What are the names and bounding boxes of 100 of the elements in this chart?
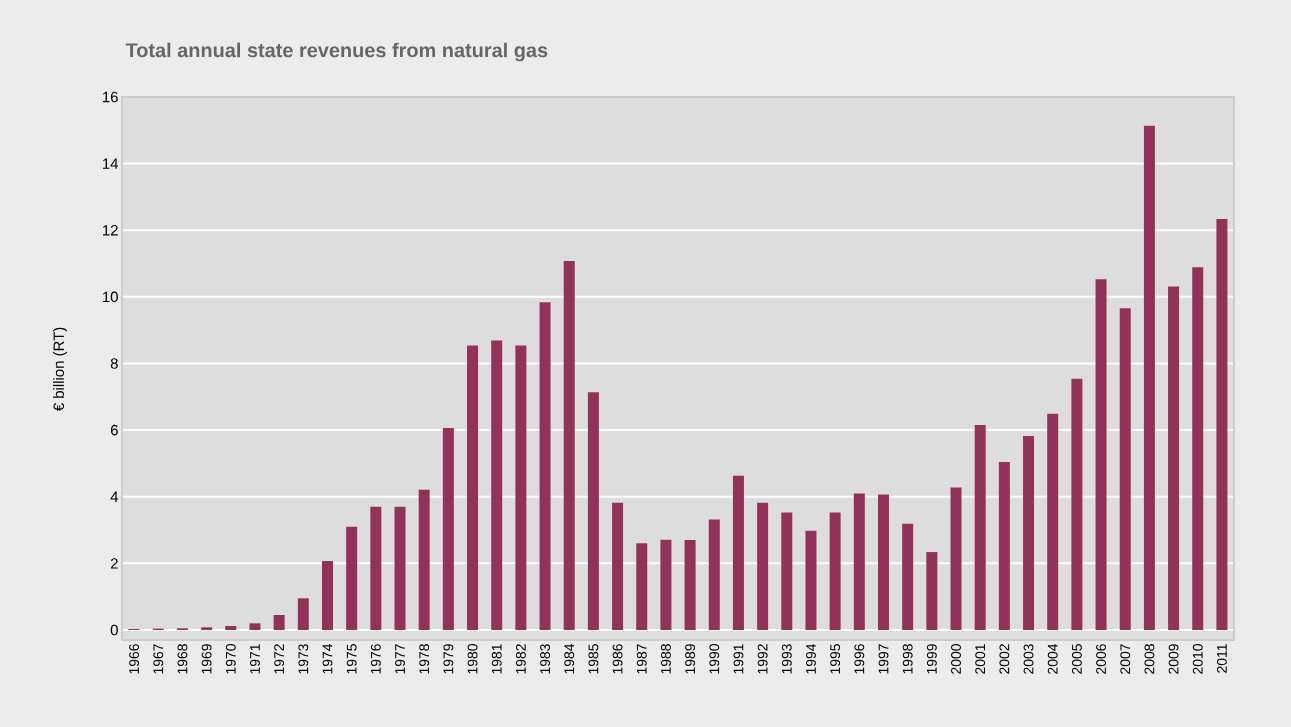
bar <box>660 539 672 630</box>
x-tick-label: 1979 <box>443 644 454 674</box>
x-tick-label: 1988 <box>660 644 671 674</box>
bar <box>563 260 575 630</box>
bar <box>1023 436 1035 630</box>
bar <box>708 519 720 630</box>
x-tick-label: 1984 <box>564 643 575 674</box>
bar <box>539 302 551 630</box>
x-tick-label: 1976 <box>370 644 381 674</box>
bar <box>1095 279 1107 630</box>
x-tick-label: 1978 <box>419 644 430 674</box>
bar <box>442 428 454 630</box>
bar <box>757 502 769 630</box>
x-tick-label: 2011 <box>1216 644 1227 673</box>
x-tick-label: 2000 <box>951 644 961 674</box>
x-tick-label: 1968 <box>177 644 188 674</box>
bar <box>273 615 285 630</box>
bar <box>1216 218 1228 630</box>
bar <box>225 625 237 630</box>
y-tick-label: 16 <box>103 91 118 103</box>
x-tick-label: 1967 <box>153 644 164 674</box>
x-tick-label: 1996 <box>854 644 865 674</box>
bar <box>321 561 333 630</box>
bar <box>394 506 406 630</box>
bar <box>587 392 599 630</box>
x-tick-label: 1992 <box>757 644 768 674</box>
x-tick-label: 1971 <box>250 644 260 674</box>
bar <box>1168 286 1180 630</box>
x-tick-label: 1966 <box>129 644 140 674</box>
bar <box>902 523 914 630</box>
x-tick-label: 1970 <box>225 644 236 674</box>
x-tick-label: 1980 <box>467 644 478 674</box>
y-tick-label: 8 <box>110 358 118 369</box>
x-tick-label: 2002 <box>999 644 1010 674</box>
y-tick-label: 4 <box>110 491 119 502</box>
x-tick-label: 1986 <box>612 644 623 674</box>
y-tick-label: 12 <box>103 225 118 236</box>
x-tick-label: 1989 <box>685 644 696 674</box>
bar <box>467 345 479 630</box>
x-tick-label: 2001 <box>975 644 986 674</box>
bar <box>877 494 889 630</box>
bar <box>1071 378 1083 630</box>
chart-title: Total annual state revenues from natural gas <box>125 42 548 62</box>
x-tick-label: 2003 <box>1023 644 1034 674</box>
x-tick-label: 2008 <box>1144 644 1155 674</box>
x-tick-label: 2010 <box>1192 644 1203 674</box>
x-tick-label: 1981 <box>491 644 502 674</box>
x-tick-label: 2007 <box>1120 644 1131 674</box>
bar <box>684 540 696 630</box>
x-tick-label: 1998 <box>902 644 913 674</box>
x-tick-label: 2006 <box>1096 644 1106 674</box>
bar <box>491 340 503 630</box>
bar <box>346 526 358 630</box>
bar <box>201 627 213 630</box>
x-tick-label: 1977 <box>395 644 405 674</box>
y-axis-title: € billion (RT) <box>53 327 67 412</box>
y-tick-label: 14 <box>103 158 119 169</box>
bar <box>1192 267 1204 630</box>
x-tick-label: 1973 <box>298 644 309 674</box>
x-tick-label: 1983 <box>540 644 550 674</box>
x-tick-label: 1985 <box>588 644 599 674</box>
bar <box>1047 413 1059 630</box>
bar <box>418 489 430 630</box>
x-tick-label: 1999 <box>926 644 937 674</box>
x-tick-label: 1993 <box>781 644 792 674</box>
y-tick-label: 10 <box>103 291 118 303</box>
y-tick-label: 2 <box>110 558 118 569</box>
bar <box>636 543 648 630</box>
bar <box>950 487 962 630</box>
y-tick-label: 6 <box>110 424 118 436</box>
bar <box>1143 125 1155 630</box>
bar <box>781 512 793 630</box>
x-tick-label: 2009 <box>1168 644 1179 674</box>
bar <box>829 512 841 630</box>
bar <box>249 623 261 630</box>
x-tick-label: 1995 <box>830 644 841 674</box>
x-tick-label: 1974 <box>322 643 333 674</box>
x-tick-label: 1994 <box>806 643 816 674</box>
bar <box>998 462 1010 630</box>
x-tick-label: 2004 <box>1047 643 1058 674</box>
y-tick-label: 0 <box>110 624 118 636</box>
bar <box>974 425 986 630</box>
x-tick-label: 1969 <box>201 644 212 674</box>
x-tick-label: 1997 <box>878 644 889 674</box>
bar <box>297 598 309 630</box>
bar <box>612 502 624 630</box>
x-tick-label: 1987 <box>636 644 647 674</box>
bar <box>926 552 938 630</box>
x-tick-label: 1991 <box>733 644 744 674</box>
x-tick-label: 1975 <box>346 644 357 674</box>
x-tick-label: 1972 <box>274 644 285 674</box>
bar <box>853 493 865 630</box>
bar <box>1119 308 1131 630</box>
bar <box>805 530 817 630</box>
bar <box>515 345 527 630</box>
bar <box>370 506 382 630</box>
bar <box>732 475 744 630</box>
x-tick-label: 1982 <box>515 644 526 674</box>
x-tick-label: 1990 <box>709 644 720 674</box>
x-tick-label: 2005 <box>1071 644 1082 674</box>
